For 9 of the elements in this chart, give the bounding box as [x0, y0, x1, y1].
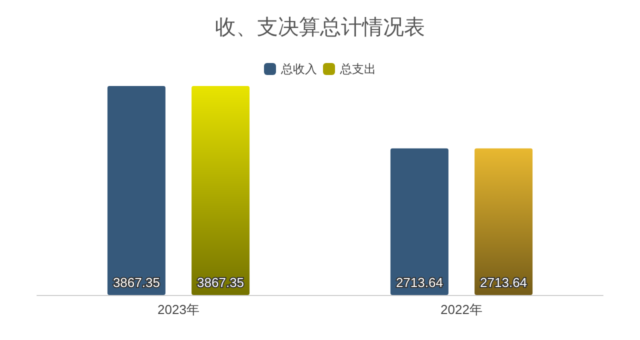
x-tick-label: 2022年 [440, 302, 482, 317]
chart-title: 收、支决算总计情况表 [215, 16, 425, 39]
data-label: 3867.35 [197, 275, 244, 290]
x-tick-label: 2023年 [158, 302, 200, 317]
data-label: 3867.35 [112, 275, 160, 290]
data-label: 2713.64 [480, 275, 528, 290]
legend-label: 总收入 [280, 62, 317, 76]
legend-label: 总支出 [339, 62, 376, 76]
data-label: 2713.64 [396, 275, 443, 290]
